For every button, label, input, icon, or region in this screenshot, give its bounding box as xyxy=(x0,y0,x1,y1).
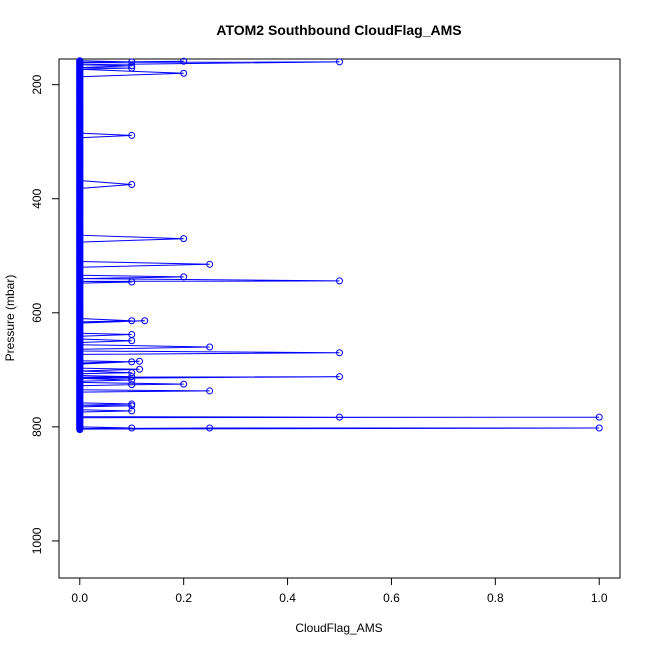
data-point xyxy=(128,278,136,286)
chart-title: ATOM2 Southbound CloudFlag_AMS xyxy=(216,22,461,38)
data-point xyxy=(128,180,136,188)
data-point xyxy=(136,357,144,365)
data-point xyxy=(336,413,343,421)
data-point xyxy=(180,69,188,77)
x-tick-label: 0.6 xyxy=(383,591,400,605)
data-point xyxy=(206,387,214,395)
data-point xyxy=(336,373,343,381)
x-tick-label: 0.8 xyxy=(487,591,504,605)
x-axis-label: CloudFlag_AMS xyxy=(295,621,382,635)
data-point xyxy=(128,131,136,139)
data-point xyxy=(128,369,136,377)
data-point xyxy=(180,273,188,281)
y-tick-label: 1000 xyxy=(30,527,44,554)
data-point xyxy=(128,381,136,389)
y-tick-label: 400 xyxy=(30,188,44,208)
y-tick-label: 200 xyxy=(30,74,44,94)
data-point xyxy=(336,58,343,66)
data-point xyxy=(128,376,136,384)
data-point xyxy=(180,57,188,65)
y-axis-label: Pressure (mbar) xyxy=(3,275,17,362)
plot-area xyxy=(76,57,603,434)
data-point xyxy=(336,277,343,285)
y-axis: 200 400 600 800 1000 xyxy=(30,74,59,554)
data-point xyxy=(128,402,136,410)
data-point xyxy=(128,62,136,70)
x-axis: 0.0 0.2 0.4 0.6 0.8 1.0 xyxy=(71,578,608,605)
data-point xyxy=(128,424,136,432)
data-point xyxy=(595,424,603,432)
data-point xyxy=(128,317,136,325)
data-point xyxy=(206,260,214,268)
data-point xyxy=(336,349,343,357)
data-point xyxy=(595,413,603,421)
data-point xyxy=(180,235,188,243)
series-line xyxy=(79,60,600,430)
x-tick-label: 0.0 xyxy=(71,591,88,605)
data-point xyxy=(136,365,144,373)
data-point xyxy=(128,407,136,415)
data-point xyxy=(128,358,136,366)
data-point xyxy=(128,337,136,345)
data-point xyxy=(128,373,136,381)
x-tick-label: 1.0 xyxy=(591,591,608,605)
data-point xyxy=(180,380,188,388)
y-tick-label: 600 xyxy=(30,302,44,322)
data-point xyxy=(206,343,214,351)
data-point xyxy=(206,424,214,432)
data-point xyxy=(141,317,149,325)
data-point xyxy=(128,64,136,72)
x-tick-label: 0.2 xyxy=(175,591,192,605)
x-tick-label: 0.4 xyxy=(279,591,296,605)
y-tick-label: 800 xyxy=(30,417,44,437)
